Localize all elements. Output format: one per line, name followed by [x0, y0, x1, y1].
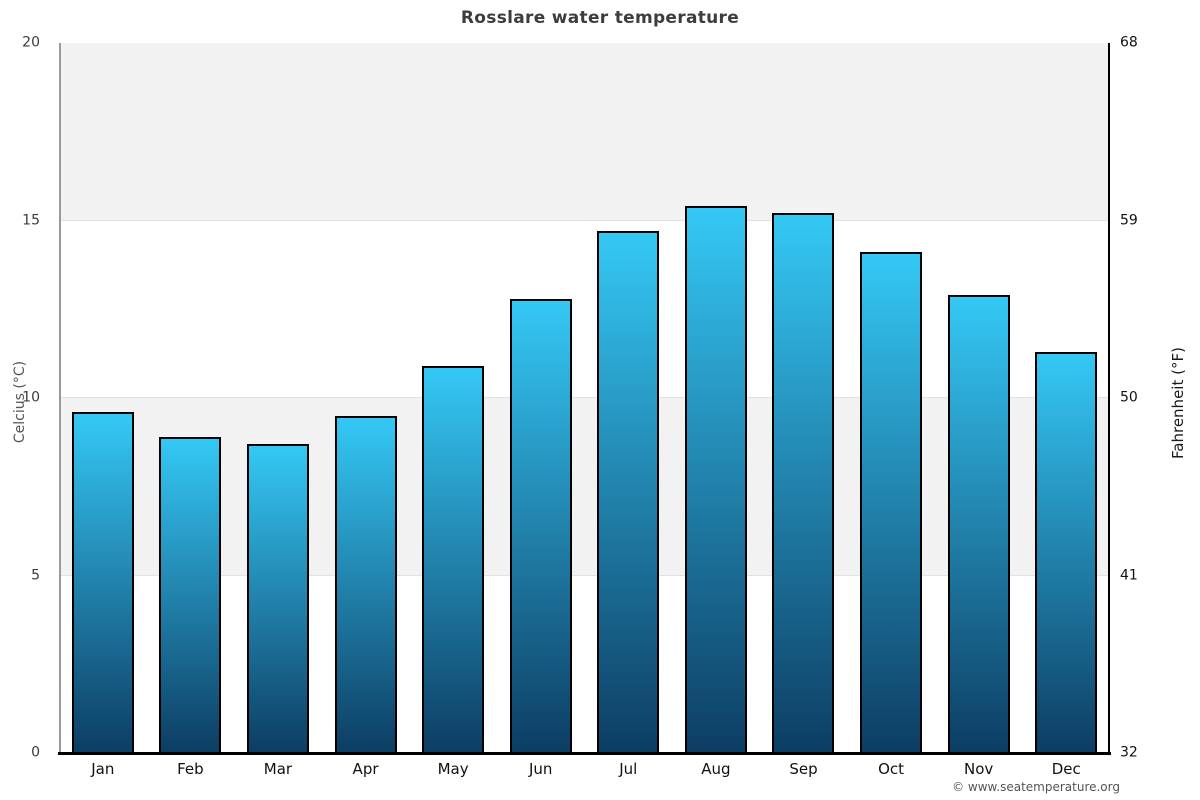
- chart-title: Rosslare water temperature: [460, 8, 740, 28]
- bar-nov: [947, 295, 1010, 753]
- y-axis-line-left: [59, 43, 61, 753]
- bar-dec: [1035, 351, 1098, 753]
- y-tick-fahrenheit-50: 50: [1120, 389, 1138, 406]
- x-tick-nov: Nov: [963, 760, 994, 778]
- gridline: [59, 574, 1110, 576]
- y-tick-fahrenheit-41: 41: [1120, 567, 1138, 584]
- plot-band: [59, 398, 1110, 576]
- y-axis-line-right: [1108, 43, 1110, 753]
- bar-jan: [71, 412, 134, 753]
- y-axis-ticks-fahrenheit: 68 59 50 41 32: [1118, 35, 1178, 761]
- bar-may: [422, 366, 485, 753]
- y-axis-ticks-celsius: 20 15 10 5 0: [0, 35, 48, 761]
- y-tick-fahrenheit-68: 68: [1120, 34, 1138, 51]
- y-tick-celsius-10: 10: [22, 389, 40, 406]
- x-axis-line: [58, 751, 1111, 755]
- bar-feb: [159, 437, 222, 753]
- x-tick-jul: Jul: [619, 760, 638, 778]
- bar-jun: [509, 298, 572, 753]
- bar-oct: [860, 252, 923, 753]
- x-tick-mar: Mar: [263, 760, 293, 778]
- x-tick-may: May: [437, 760, 469, 778]
- x-tick-feb: Feb: [177, 760, 204, 778]
- y-tick-fahrenheit-59: 59: [1120, 212, 1138, 229]
- bar-mar: [246, 444, 309, 753]
- y-tick-celsius-15: 15: [22, 212, 40, 229]
- plot-band: [59, 43, 1110, 221]
- x-tick-apr: Apr: [352, 760, 379, 778]
- x-tick-aug: Aug: [701, 760, 731, 778]
- x-tick-sep: Sep: [789, 760, 818, 778]
- x-tick-oct: Oct: [878, 760, 904, 778]
- bar-jul: [597, 231, 660, 753]
- x-tick-jan: Jan: [91, 760, 115, 778]
- bar-aug: [684, 206, 747, 753]
- y-tick-celsius-20: 20: [22, 34, 40, 51]
- bar-apr: [334, 415, 397, 753]
- x-tick-jun: Jun: [528, 760, 553, 778]
- watermark-text: © www.seatemperature.org: [952, 780, 1120, 794]
- x-tick-dec: Dec: [1051, 760, 1081, 778]
- plot-area: [58, 43, 1111, 755]
- y-tick-celsius-0: 0: [31, 744, 40, 761]
- gridline: [59, 219, 1110, 221]
- gridline: [59, 397, 1110, 398]
- bar-sep: [772, 213, 835, 753]
- x-axis-ticks-months: Jan Feb Mar Apr May Jun Jul Aug Sep Oct Nov Dec: [59, 760, 1110, 784]
- y-tick-celsius-5: 5: [31, 567, 40, 584]
- y-tick-fahrenheit-32: 32: [1120, 744, 1138, 761]
